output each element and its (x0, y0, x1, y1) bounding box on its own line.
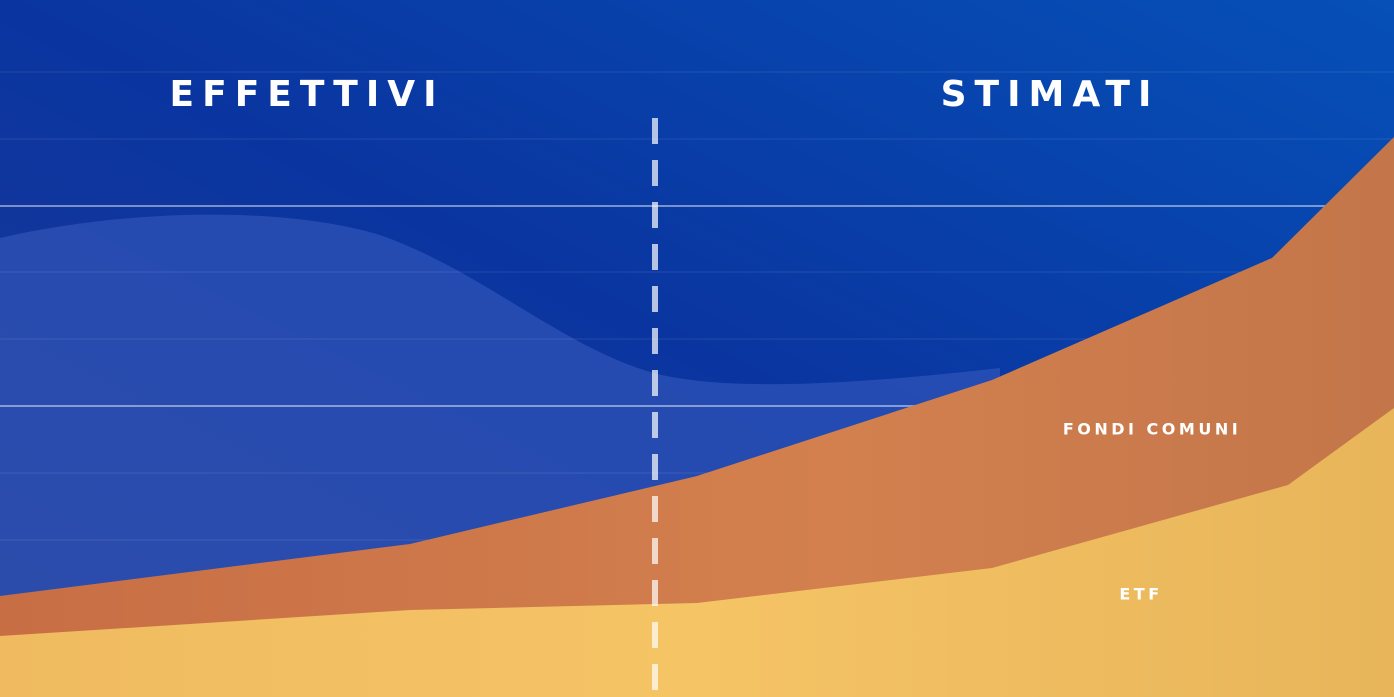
left-label: EFFETTIVI (170, 74, 445, 115)
etf-area (0, 408, 1394, 697)
right-label: STIMATI (941, 74, 1160, 115)
area-label: ETF (1119, 585, 1162, 604)
area-label: FONDI COMUNI (1063, 420, 1241, 439)
